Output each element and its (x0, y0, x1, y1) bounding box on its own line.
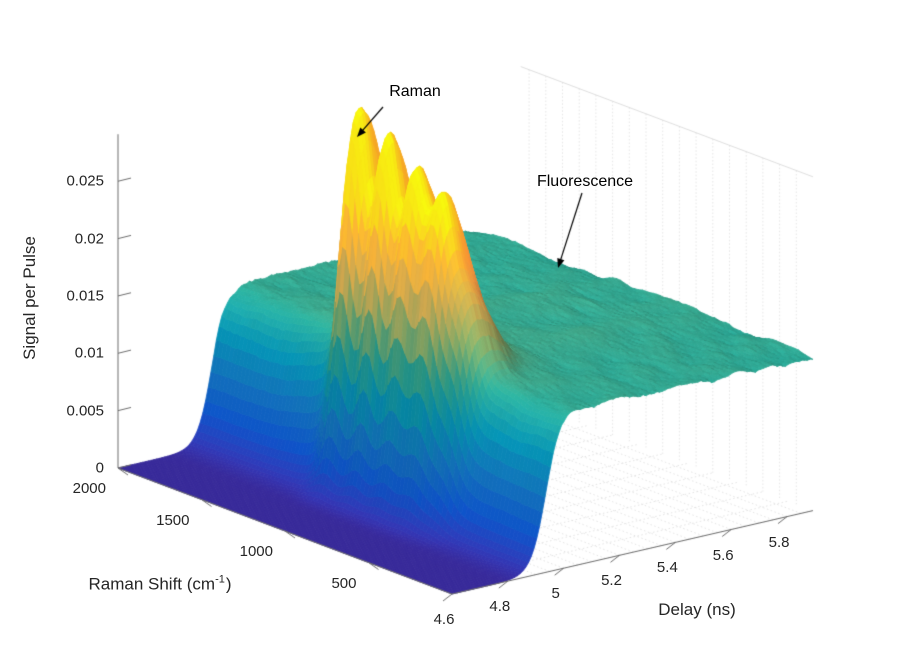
surface-plot-canvas (0, 0, 900, 664)
raman-fluorescence-surface-figure: Signal per Pulse Raman Shift (cm-1) Dela… (0, 0, 900, 664)
